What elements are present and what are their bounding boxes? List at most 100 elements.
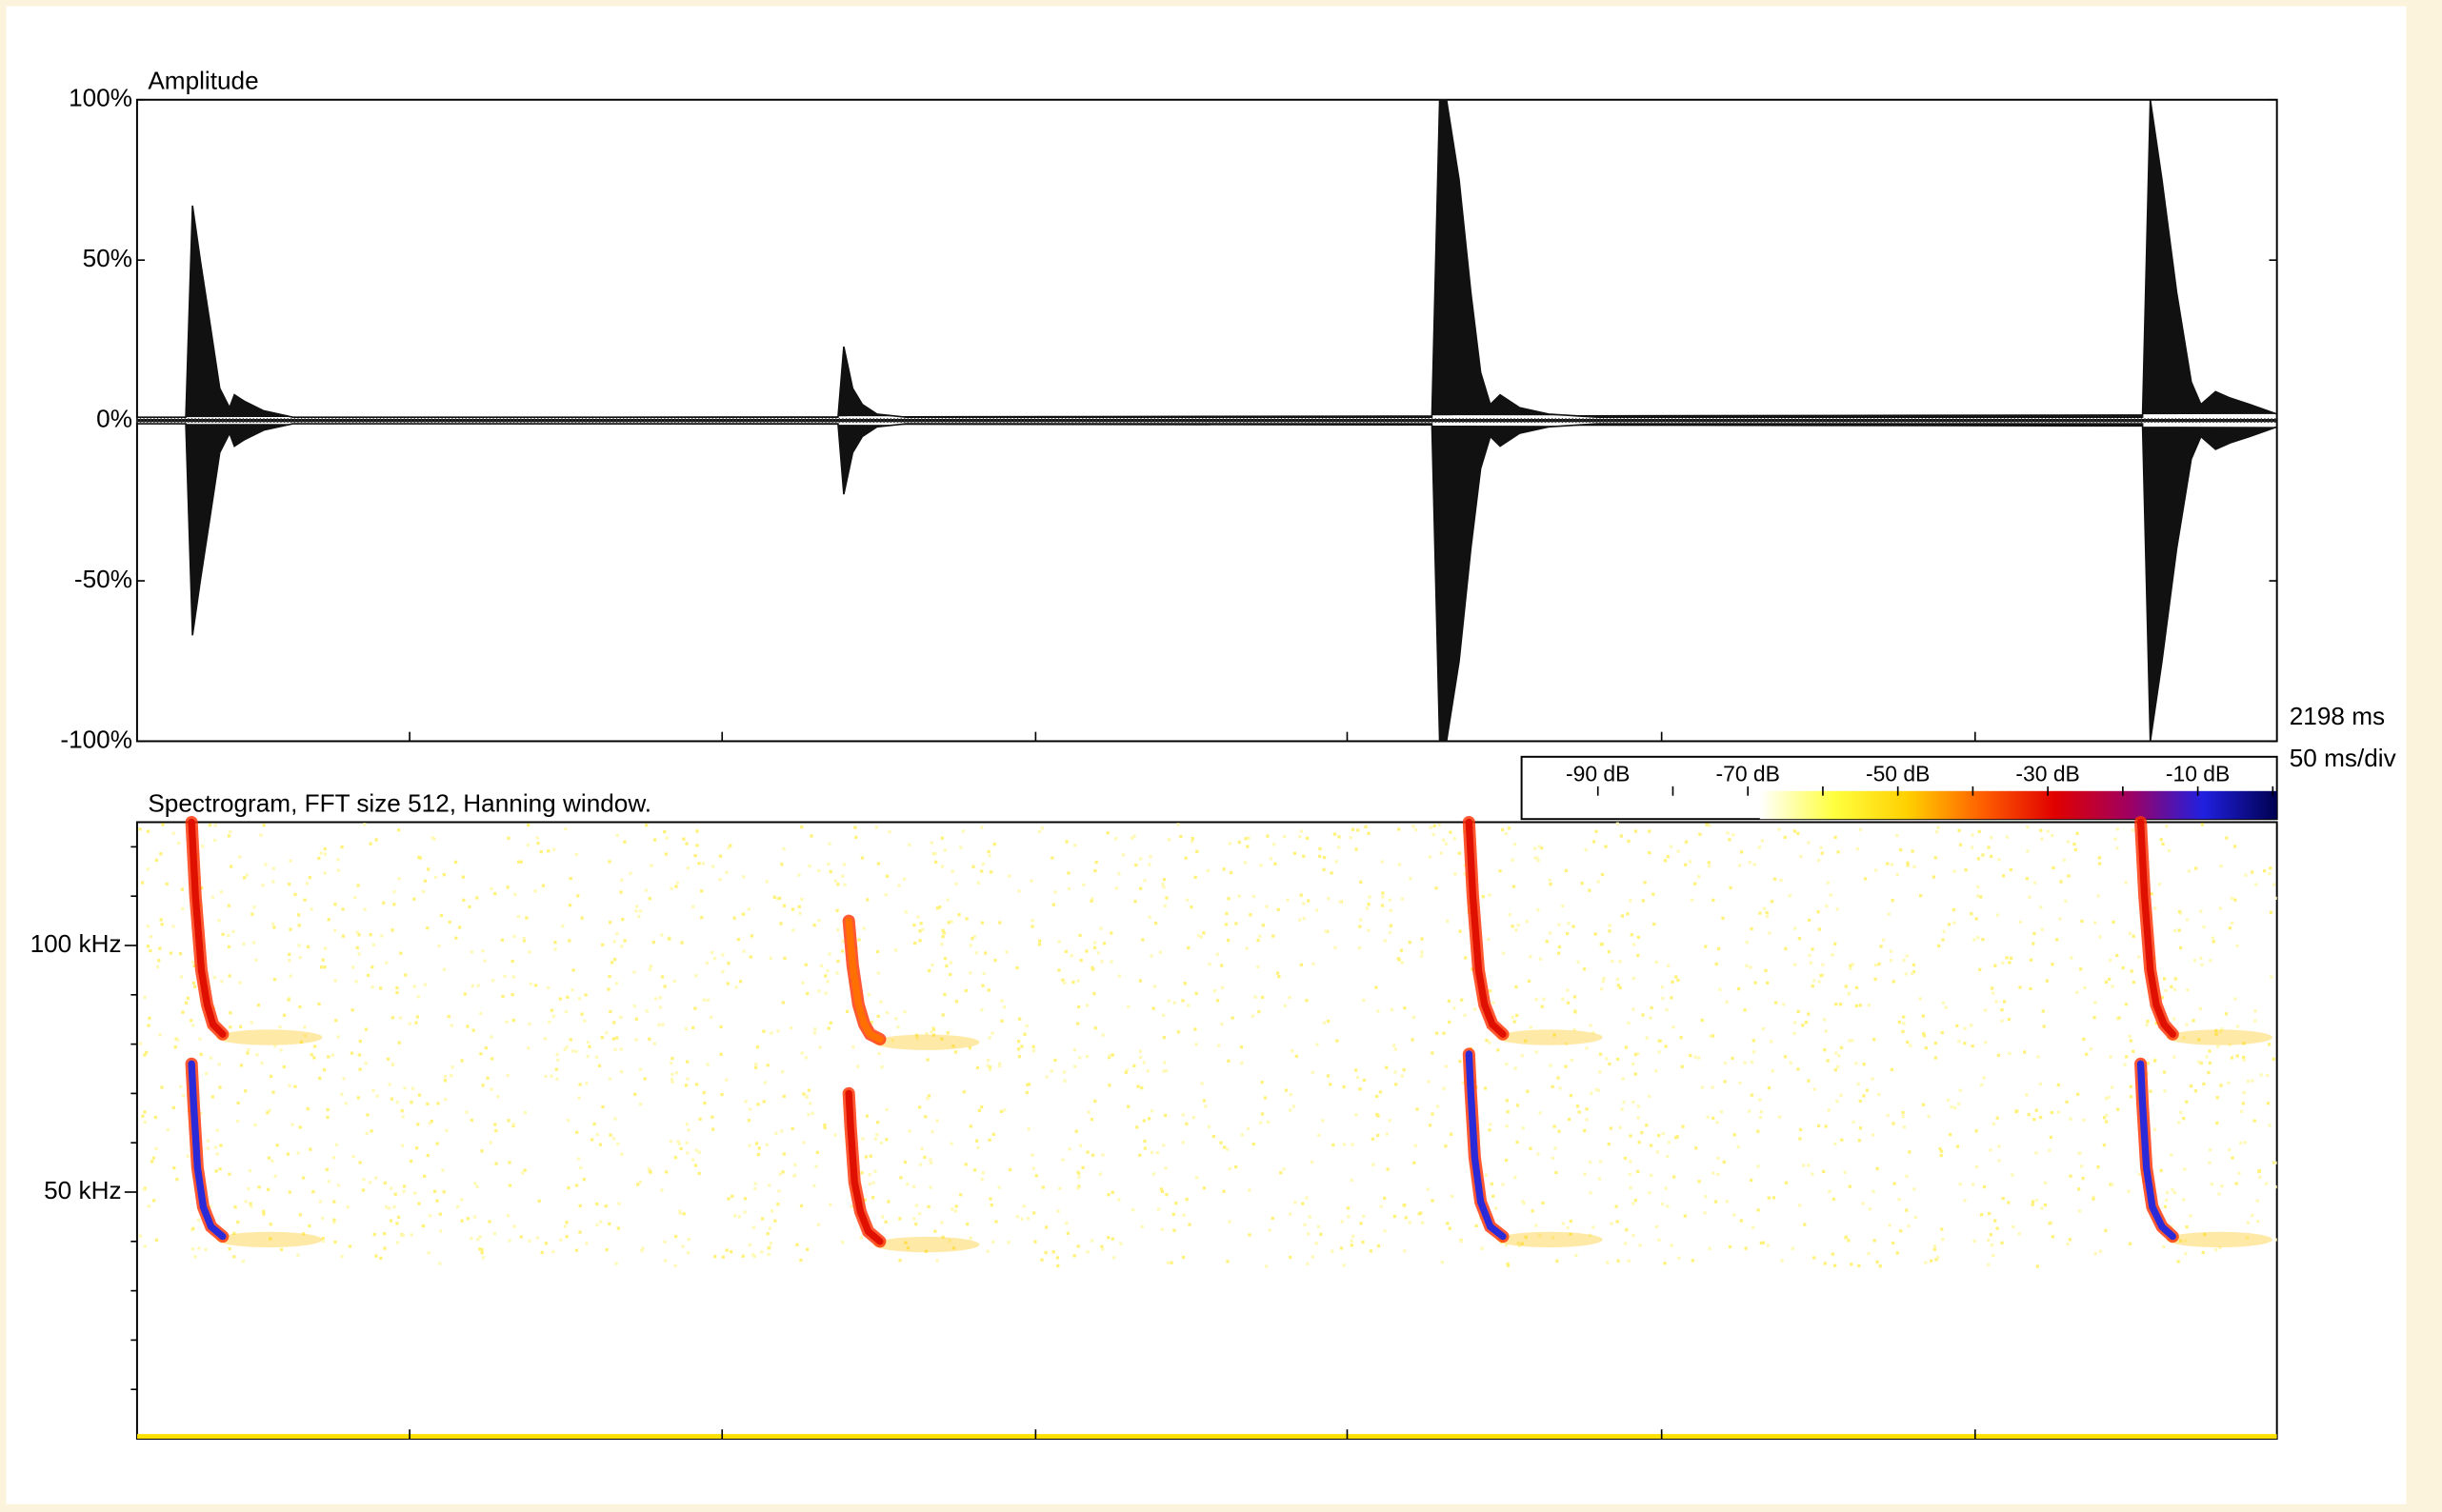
speckle [1371,1138,1374,1141]
speckle [1798,937,1801,940]
speckle [287,998,290,1001]
speckle [1832,1198,1835,1201]
speckle [1005,950,1008,953]
speckle [2266,1074,2269,1077]
speckle [637,915,640,918]
speckle [374,1177,377,1180]
speckle [897,884,900,886]
speckle [686,1123,689,1125]
speckle [1341,1220,1344,1223]
speckle [992,1133,995,1136]
speckle [980,869,983,872]
speckle [998,1062,1001,1064]
speckle [988,1139,991,1142]
speckle [2219,906,2222,909]
speckle [2117,1016,2120,1019]
speckle [1731,1057,1733,1060]
speckle [1740,850,1743,853]
speckle [1762,1242,1765,1244]
speckle [1170,1262,1172,1264]
speckle [1448,1021,1451,1024]
speckle [1099,1173,1102,1176]
speckle [1664,1044,1667,1047]
speckle [1149,855,1151,858]
speckle [595,1203,598,1205]
speckle [430,1120,433,1123]
speckle [1506,1110,1509,1113]
speckle [1040,1259,1043,1262]
speckle [1648,1095,1651,1098]
speckle [1859,1004,1862,1006]
speckle [2032,932,2035,935]
speckle [1091,966,1093,969]
speckle [617,1226,620,1229]
speckle [1932,875,1935,878]
speckle [872,1182,875,1184]
speckle [1811,947,1813,950]
speckle [1359,918,1362,921]
speckle [801,1051,804,1054]
speckle [599,1221,602,1224]
speckle [290,974,292,977]
speckle [1934,1056,1937,1059]
speckle [1697,1180,1700,1183]
speckle [1303,1224,1306,1226]
speckle [584,993,587,996]
speckle [1657,1239,1660,1242]
speckle [1223,1145,1226,1148]
speckle [1411,1038,1413,1041]
speckle [2059,880,2062,883]
speckle [1390,909,1392,912]
speckle [1449,1227,1451,1230]
speckle [1266,835,1269,838]
speckle [2231,1056,2233,1059]
speckle [324,847,327,850]
speckle [1724,1062,1727,1064]
speckle [1212,1135,1215,1138]
speckle [748,1119,751,1122]
speckle [1995,1227,1998,1230]
speckle [2070,956,2072,959]
speckle [743,950,746,953]
speckle [1041,826,1044,829]
speckle [403,1086,406,1089]
speckle [1448,1000,1451,1003]
speckle [296,1254,299,1257]
speckle [318,1077,321,1080]
speckle [1972,938,1975,941]
speckle [414,1022,417,1025]
speckle [670,1140,672,1143]
speckle [2243,1091,2246,1094]
speckle [921,1147,924,1150]
speckle [686,1151,689,1154]
speckle [1805,1021,1808,1024]
speckle [1868,1004,1871,1006]
speckle [1327,897,1330,900]
speckle [331,1054,334,1057]
speckle [1110,960,1112,963]
speckle [1330,871,1332,874]
speckle [2096,1165,2099,1168]
speckle [873,1170,876,1173]
speckle [1488,1128,1491,1131]
speckle [1125,1071,1128,1074]
speckle [1676,979,1679,982]
speckle [1221,986,1224,989]
speckle [513,1225,516,1228]
speckle [1808,919,1811,922]
speckle [1558,945,1561,948]
speckle [1863,1063,1866,1065]
speckle [767,1246,770,1249]
speckle [1901,1111,1904,1114]
speckle [1216,953,1219,956]
speckle [1071,981,1074,984]
speckle [1282,1167,1285,1170]
speckle [2207,1071,2210,1074]
speckle [204,1248,207,1251]
speckle [1370,1249,1372,1252]
speckle [528,950,530,953]
speckle [754,1183,757,1185]
speckle [2023,1050,2026,1053]
speckle [686,1078,689,1081]
speckle [1021,1218,1024,1221]
